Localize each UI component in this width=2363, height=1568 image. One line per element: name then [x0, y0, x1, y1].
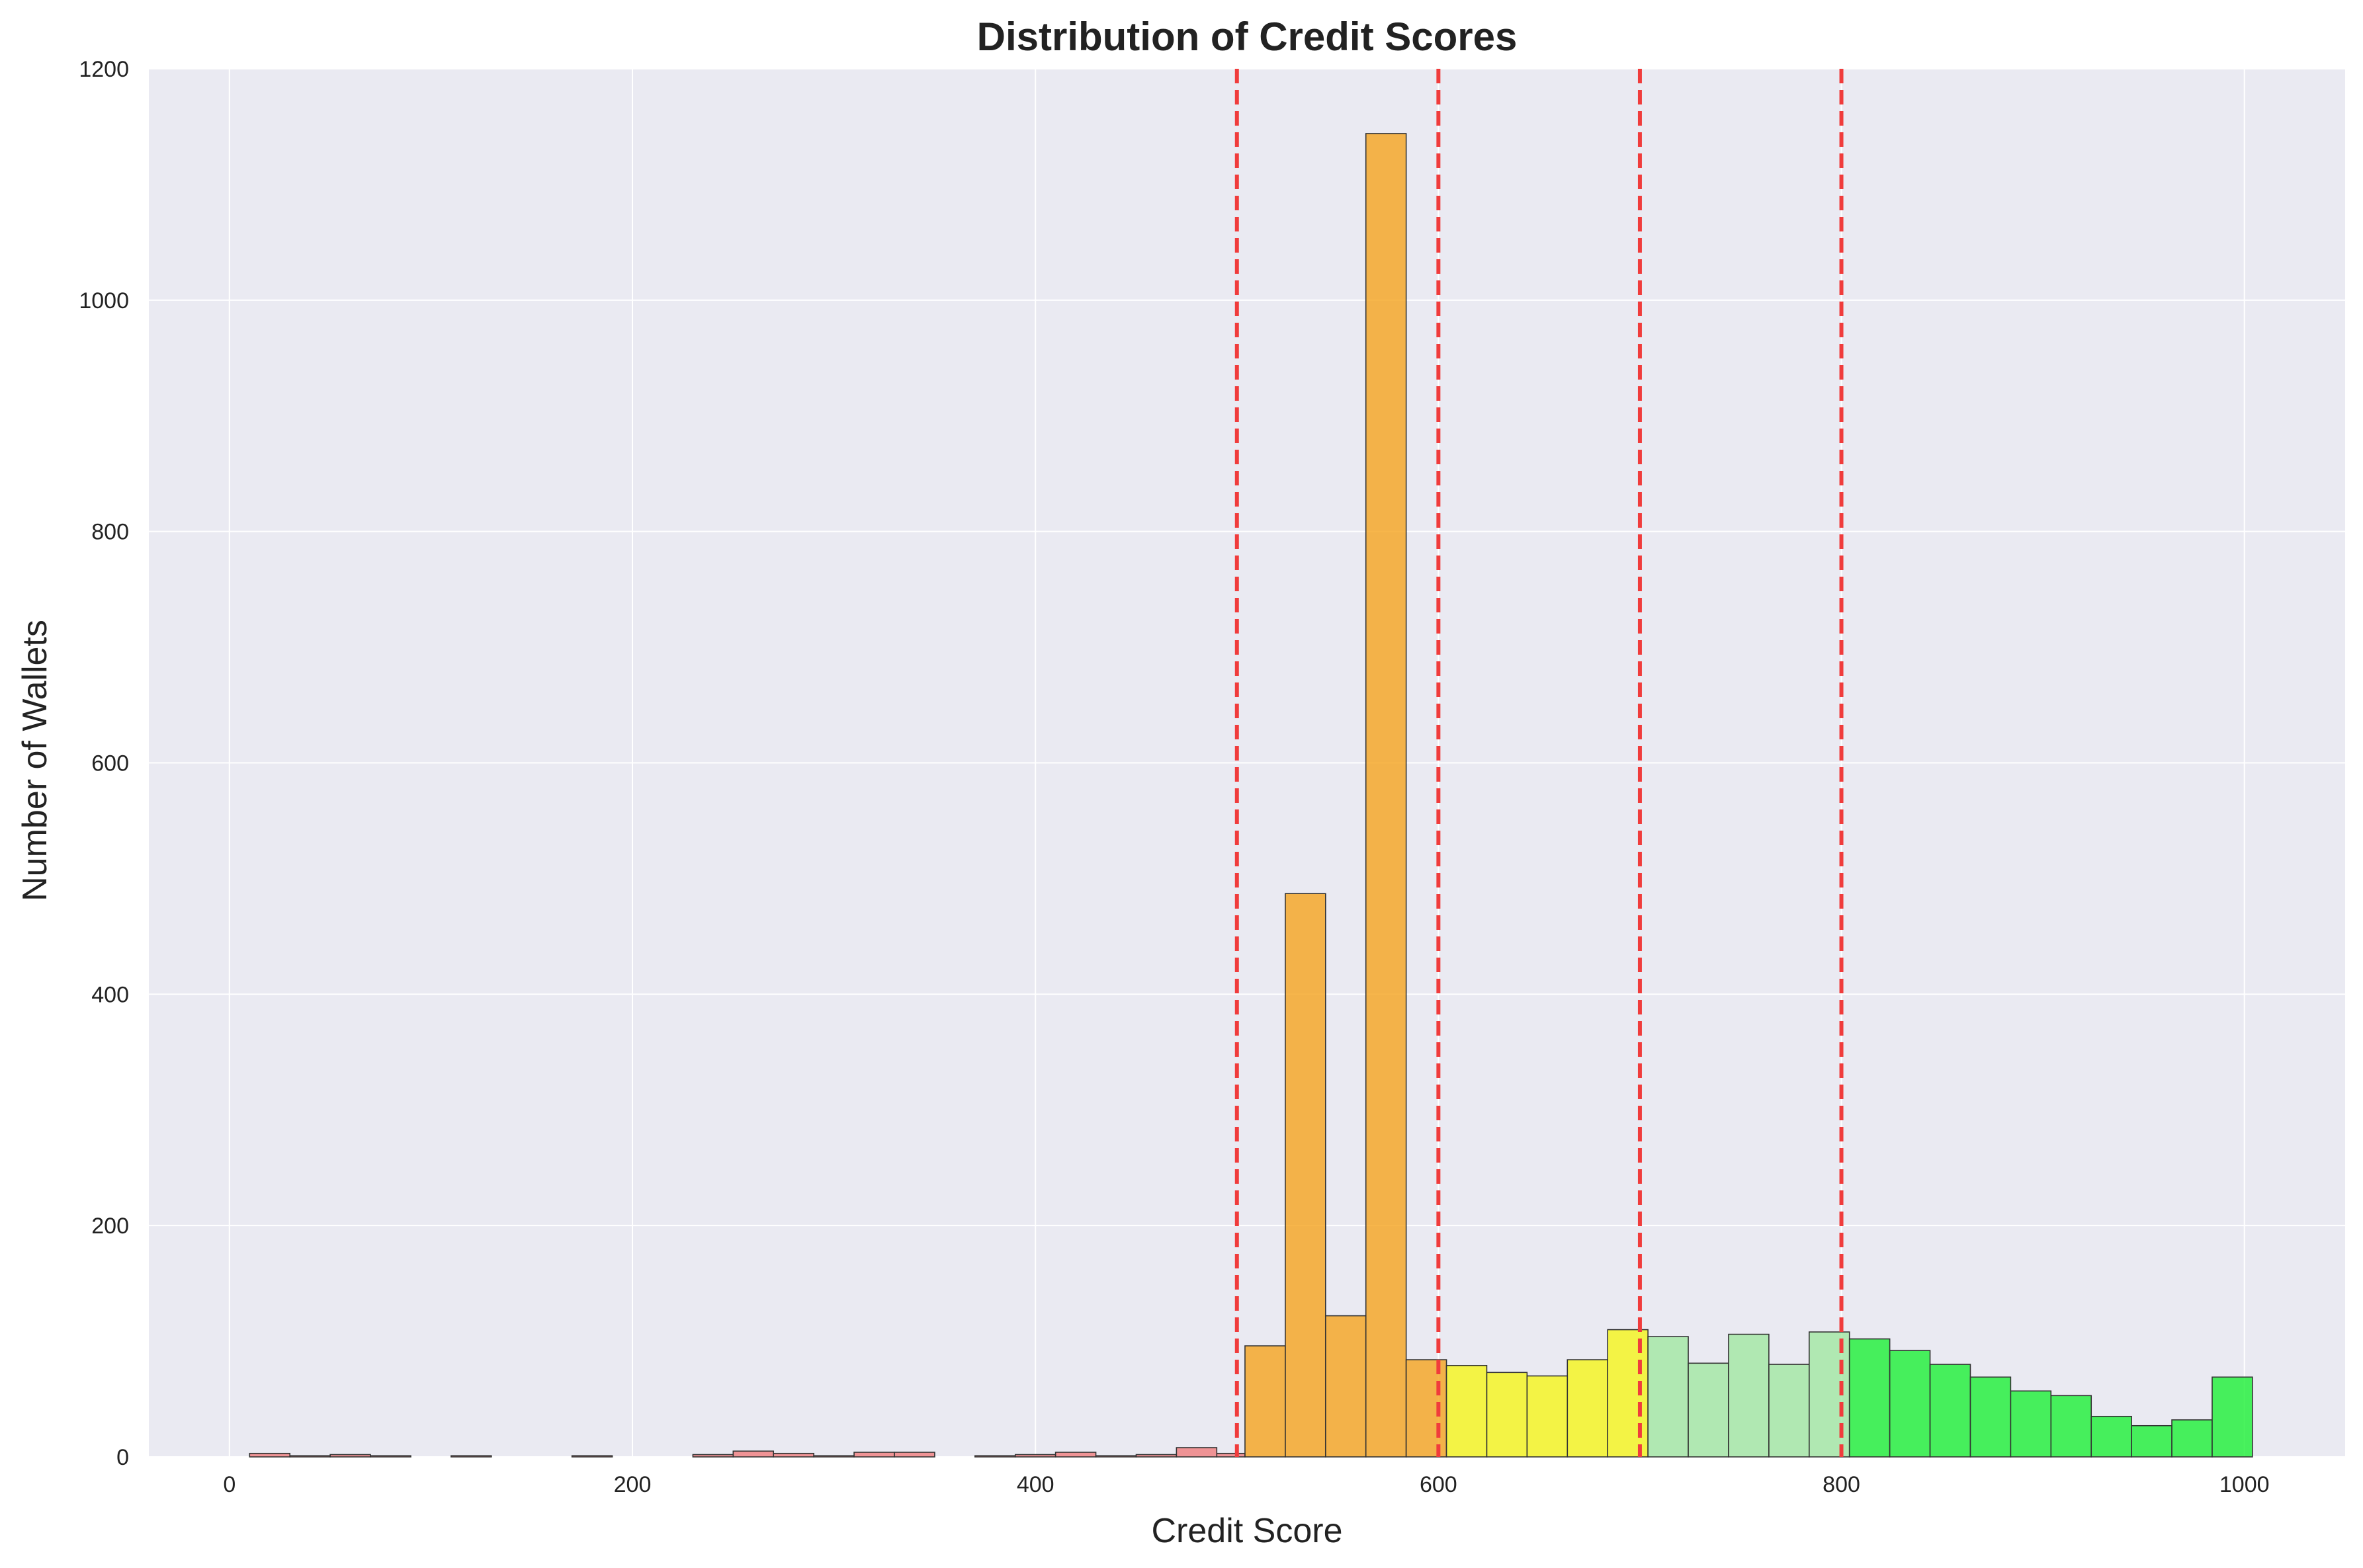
histogram-bar	[2010, 1390, 2052, 1458]
histogram-bar	[1135, 1454, 1178, 1458]
reference-lines	[1234, 69, 1844, 1457]
histogram-bar	[1405, 1359, 1447, 1458]
histogram-bar	[1567, 1359, 1609, 1458]
x-tick-label: 1000	[2219, 1472, 2270, 1497]
y-tick-label: 1200	[79, 57, 129, 82]
histogram-bar	[1324, 1315, 1367, 1458]
histogram-bar	[1647, 1336, 1689, 1458]
histogram-bar	[853, 1452, 895, 1458]
histogram-bar	[1728, 1333, 1770, 1458]
histogram-bar	[1889, 1350, 1931, 1458]
histogram-bar	[1095, 1455, 1137, 1458]
histogram-bar	[813, 1455, 855, 1458]
y-tick-label: 0	[116, 1445, 129, 1470]
axis-ticks: 0 200 400 600 800 1000 0 200 400 600 800 1000 1200	[79, 57, 2269, 1497]
histogram-bar	[2212, 1376, 2253, 1458]
y-tick-label: 600	[91, 751, 129, 776]
y-tick-label: 400	[91, 982, 129, 1007]
histogram-bar	[2090, 1415, 2132, 1458]
histogram-bar	[1365, 133, 1407, 1458]
histogram-bar	[1808, 1331, 1850, 1458]
histogram-bar	[2131, 1424, 2172, 1458]
histogram-bar	[1969, 1376, 2012, 1458]
histogram-bar	[1054, 1452, 1097, 1458]
histogram-bar	[370, 1455, 411, 1458]
histogram-bar	[1176, 1447, 1218, 1458]
histogram-bar	[692, 1454, 734, 1458]
histogram-bar	[1216, 1452, 1246, 1458]
histogram-bar	[1445, 1365, 1488, 1458]
histogram-bar	[1688, 1362, 1729, 1458]
histogram-bar	[773, 1452, 814, 1458]
histogram-bar	[1285, 893, 1326, 1458]
histogram-bar	[894, 1452, 935, 1458]
histogram-bar	[1768, 1364, 1810, 1458]
histogram-bar	[2171, 1419, 2213, 1458]
y-axis-label: Number of Wallets	[16, 620, 54, 901]
histogram-bar	[2050, 1395, 2092, 1458]
y-tick-label: 200	[91, 1214, 129, 1239]
histogram-bars	[249, 133, 2253, 1458]
histogram-bar	[329, 1454, 371, 1458]
x-axis-label: Credit Score	[1152, 1512, 1343, 1550]
histogram-bar	[249, 1452, 291, 1458]
histogram-bar	[1244, 1345, 1286, 1458]
grid	[149, 68, 2345, 1458]
x-tick-label: 600	[1420, 1472, 1457, 1497]
histogram-bar	[1929, 1364, 1971, 1458]
histogram-bar	[451, 1455, 492, 1458]
x-tick-label: 200	[614, 1472, 652, 1497]
histogram-bar	[571, 1455, 613, 1458]
histogram-bar	[1014, 1454, 1056, 1458]
histogram-bar	[732, 1450, 775, 1458]
histogram-bar	[1607, 1329, 1649, 1458]
x-tick-label: 400	[1017, 1472, 1054, 1497]
x-tick-label: 0	[223, 1472, 236, 1497]
y-tick-label: 800	[91, 520, 129, 545]
histogram-bar	[974, 1455, 1016, 1458]
histogram-bar	[1486, 1372, 1528, 1458]
histogram-bar	[1526, 1375, 1568, 1458]
chart-title: Distribution of Credit Scores	[977, 15, 1518, 59]
y-tick-label: 1000	[79, 288, 129, 313]
histogram-bar	[1848, 1338, 1891, 1458]
histogram-bar	[289, 1455, 331, 1458]
x-tick-label: 800	[1823, 1472, 1860, 1497]
